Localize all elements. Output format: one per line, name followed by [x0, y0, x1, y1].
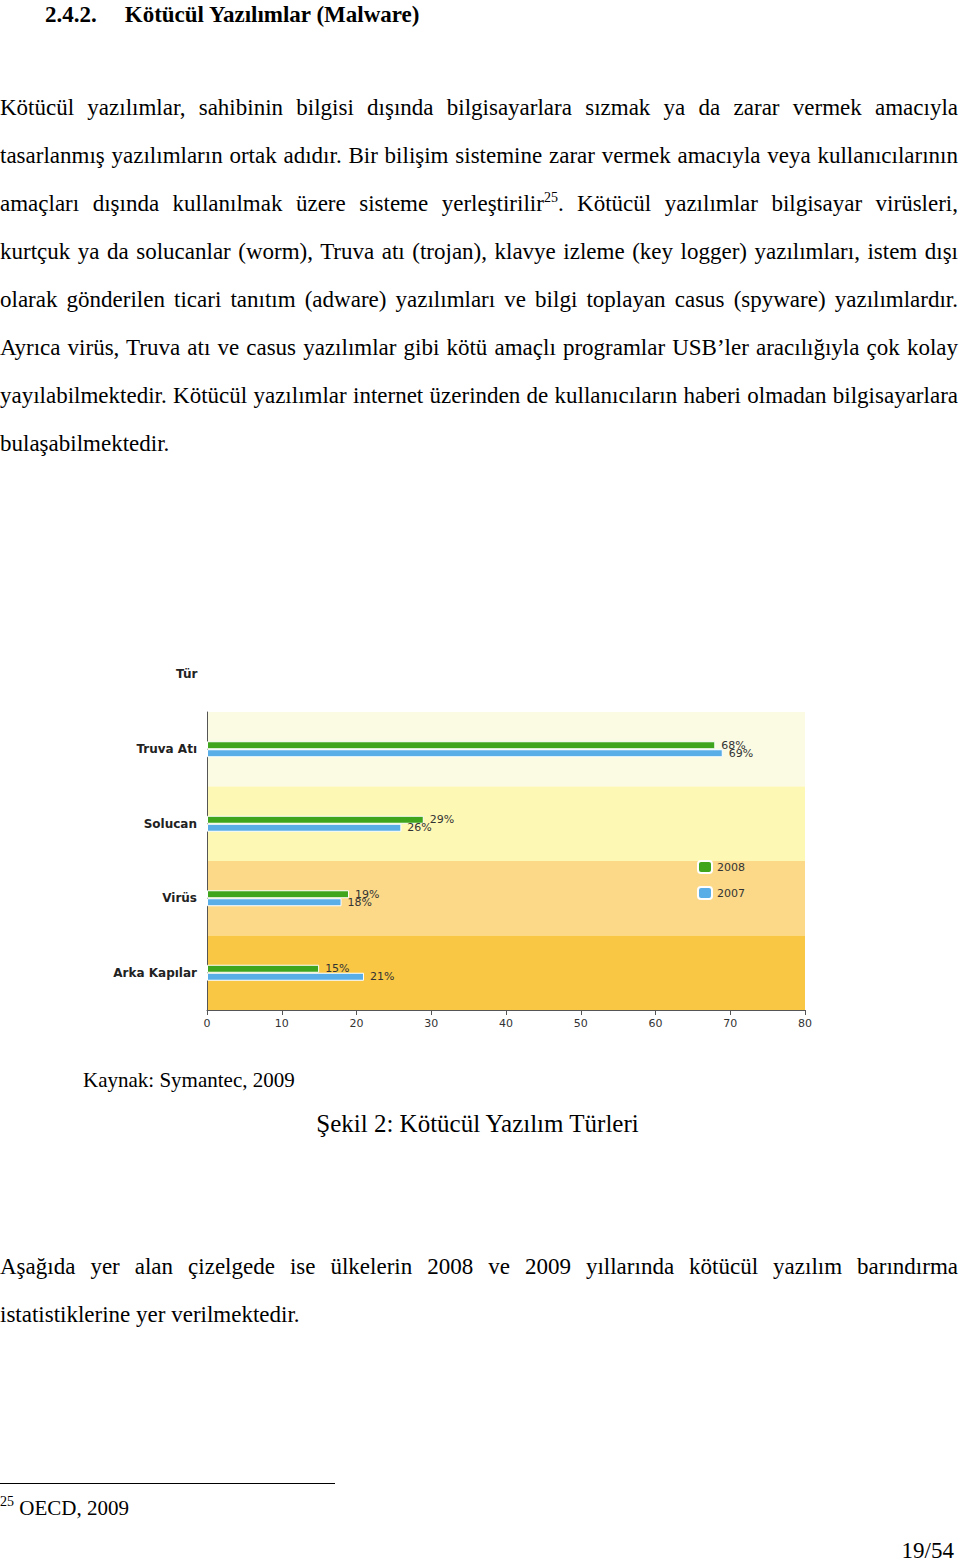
svg-text:70: 70: [723, 1017, 737, 1030]
svg-text:Arka Kapılar: Arka Kapılar: [113, 966, 197, 980]
svg-text:2007: 2007: [717, 887, 745, 900]
html-text:19/54: 19/54: [901, 1538, 954, 1563]
html-text:25 OECD, 2009: 25 OECD, 2009: [0, 1494, 129, 1520]
svg-text:29%: 29%: [430, 813, 454, 826]
html-text:2.4.2.: 2.4.2.: [45, 2, 97, 27]
html-text:Şekil 2: Kötücül Yazılım Türle: Şekil 2: Kötücül Yazılım Türleri: [316, 1110, 639, 1137]
svg-text:15%: 15%: [325, 962, 349, 975]
svg-text:Tür: Tür: [176, 667, 198, 681]
svg-text:69%: 69%: [729, 747, 753, 760]
html-text:Kötücül yazılımlar, sahibinin: Kötücül yazılımlar, sahibinin bilgisi dı…: [0, 95, 958, 456]
svg-text:20: 20: [350, 1017, 364, 1030]
html-text:Kötücül Yazılımlar (Malware): Kötücül Yazılımlar (Malware): [124, 2, 420, 27]
svg-text:2008: 2008: [717, 861, 745, 874]
svg-text:21%: 21%: [370, 970, 394, 983]
svg-text:10: 10: [275, 1017, 289, 1030]
svg-text:26%: 26%: [407, 821, 431, 834]
svg-text:80: 80: [798, 1017, 812, 1030]
html-text:Kaynak: Symantec, 2009: Kaynak: Symantec, 2009: [83, 1068, 295, 1092]
svg-text:0: 0: [204, 1017, 211, 1030]
svg-text:Truva Atı: Truva Atı: [136, 742, 197, 756]
svg-text:18%: 18%: [348, 896, 372, 909]
svg-text:Solucan: Solucan: [144, 817, 197, 831]
svg-text:60: 60: [649, 1017, 663, 1030]
svg-text:19%: 19%: [355, 887, 380, 901]
html-text:Aşağıda yer alan çizelgede ise: Aşağıda yer alan çizelgede ise ülkelerin…: [0, 1254, 958, 1327]
svg-text:68%: 68%: [721, 738, 746, 752]
svg-text:Virüs: Virüs: [162, 891, 197, 905]
svg-text:40: 40: [499, 1017, 513, 1030]
svg-text:30: 30: [424, 1017, 438, 1030]
svg-text:50: 50: [574, 1017, 588, 1030]
